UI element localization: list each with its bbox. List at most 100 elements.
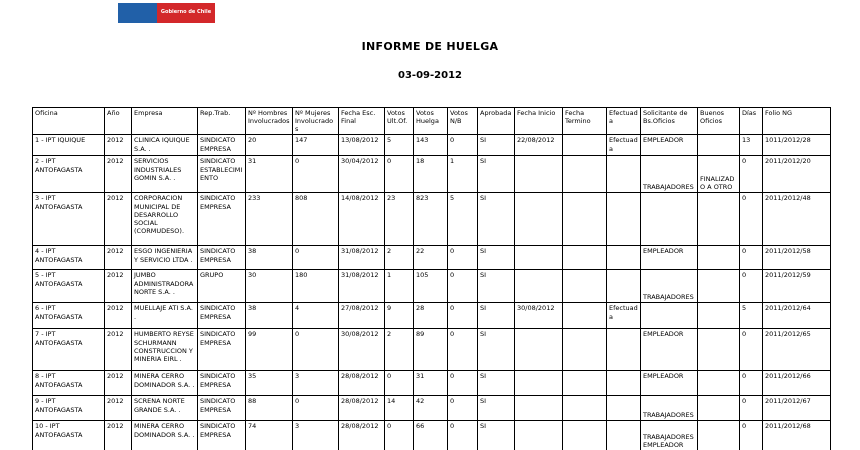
table-cell: 0 xyxy=(384,420,414,450)
table-cell: TRABAJADORES xyxy=(640,395,698,422)
table-cell xyxy=(697,192,740,247)
table-cell: 4 xyxy=(292,302,339,330)
table-cell: 2012 xyxy=(104,302,132,330)
column-header: Votos N/B xyxy=(447,106,478,136)
table-cell: 2012 xyxy=(104,134,132,157)
table-cell xyxy=(697,420,740,450)
table-cell xyxy=(562,302,607,330)
table-cell xyxy=(606,420,641,450)
column-header: Fecha Termino xyxy=(562,106,607,136)
table-cell: 2012 xyxy=(104,395,132,422)
table-cell: 3 xyxy=(292,370,339,397)
column-header: Buenos Oficios xyxy=(697,106,740,136)
table-cell: EMPLEADOR xyxy=(640,370,698,397)
table-cell xyxy=(697,269,740,304)
table-cell: SI xyxy=(477,328,515,372)
table-cell xyxy=(606,328,641,372)
table-cell: 0 xyxy=(447,328,478,372)
table-cell: SI xyxy=(477,395,515,422)
table-cell: 0 xyxy=(739,269,763,304)
column-header: Nº Hombres Involucrados xyxy=(245,106,293,136)
table-cell xyxy=(514,245,563,271)
table-cell xyxy=(697,370,740,397)
table-cell: SINDICATO EMPRESA xyxy=(197,370,246,397)
table-cell: MINERA CERRO DOMINADOR S.A. . xyxy=(131,420,198,450)
table-cell: 30/08/2012 xyxy=(338,328,385,372)
table-cell: 2 xyxy=(384,245,414,271)
column-header: Rep.Trab. xyxy=(197,106,246,136)
table-row: 10 - IPT ANTOFAGASTA 2012 MINERA CERRO DOM… xyxy=(32,420,831,450)
column-header: Nº Mujeres Involucrados xyxy=(292,106,339,136)
flag-red-block: Gobierno de Chile xyxy=(157,3,215,23)
table-cell: 13/08/2012 xyxy=(338,134,385,157)
table-cell: SINDICATO EMPRESA xyxy=(197,395,246,422)
table-cell: 14/08/2012 xyxy=(338,192,385,247)
flag-blue-block xyxy=(118,3,157,23)
table-cell: 1 xyxy=(447,155,478,194)
table-cell: 8 - IPT ANTOFAGASTA xyxy=(32,370,105,397)
table-cell: 31 xyxy=(413,370,448,397)
table-cell: 31/08/2012 xyxy=(338,245,385,271)
table-cell: 0 xyxy=(447,395,478,422)
table-cell: 147 xyxy=(292,134,339,157)
table-cell xyxy=(514,155,563,194)
table-cell: SI xyxy=(477,192,515,247)
table-cell: 3 xyxy=(292,420,339,450)
table-cell: 4 - IPT ANTOFAGASTA xyxy=(32,245,105,271)
table-cell: TRABAJADORES xyxy=(640,269,698,304)
table-cell: 18 xyxy=(413,155,448,194)
table-cell xyxy=(697,134,740,157)
table-cell: 27/08/2012 xyxy=(338,302,385,330)
table-cell: SI xyxy=(477,370,515,397)
table-cell: 88 xyxy=(245,395,293,422)
column-header: Votos Ult.Of. xyxy=(384,106,414,136)
column-header: Solicitante de Bs.Oficios xyxy=(640,106,698,136)
table-cell: 2011/2012/59 xyxy=(762,269,831,304)
table-cell: 105 xyxy=(413,269,448,304)
table-cell: 30 xyxy=(245,269,293,304)
table-cell: 2011/2012/68 xyxy=(762,420,831,450)
table-cell: CLINICA IQUIQUE S.A. . xyxy=(131,134,198,157)
table-cell xyxy=(514,395,563,422)
table-cell xyxy=(640,302,698,330)
table-cell: 823 xyxy=(413,192,448,247)
table-cell: SI xyxy=(477,302,515,330)
table-cell: 10 - IPT ANTOFAGASTA xyxy=(32,420,105,450)
table-cell: SI xyxy=(477,134,515,157)
table-cell: MUELLAJE ATI S.A. . xyxy=(131,302,198,330)
table-cell: GRUPO xyxy=(197,269,246,304)
table-row: 2 - IPT ANTOFAGASTA 2012 SERVICIOS INDUSTR… xyxy=(32,155,831,194)
table-cell: SINDICATO EMPRESA xyxy=(197,420,246,450)
table-cell: 9 - IPT ANTOFAGASTA xyxy=(32,395,105,422)
table-cell: SINDICATO ESTABLECIMIENTO xyxy=(197,155,246,194)
table-cell: 0 xyxy=(447,134,478,157)
table-cell xyxy=(562,245,607,271)
table-cell: 2012 xyxy=(104,245,132,271)
table-cell: 30/04/2012 xyxy=(338,155,385,194)
table-cell: 13 xyxy=(739,134,763,157)
table-cell xyxy=(606,370,641,397)
table-cell: 0 xyxy=(447,269,478,304)
table-cell: 5 xyxy=(384,134,414,157)
table-cell: 5 xyxy=(739,302,763,330)
table-cell xyxy=(562,269,607,304)
table-cell: 0 xyxy=(447,302,478,330)
table-row: 5 - IPT ANTOFAGASTA 2012 JUMBO ADMINISTRAD… xyxy=(32,269,831,304)
header-row: Oficina Año Empresa Rep.Trab. Nº Hombres Inv… xyxy=(32,106,831,136)
table-cell: 14 xyxy=(384,395,414,422)
column-header: Folio NG xyxy=(762,106,831,136)
table-cell: 2012 xyxy=(104,269,132,304)
table-body: 1 - IPT IQUIQUE 2012 CLINICA IQUIQUE S.A. … xyxy=(32,134,831,450)
table-cell: 0 xyxy=(739,420,763,450)
column-header: Año xyxy=(104,106,132,136)
table-cell xyxy=(514,420,563,450)
table-cell: 28/08/2012 xyxy=(338,420,385,450)
table-cell: 38 xyxy=(245,302,293,330)
report-title: INFORME DE HUELGA xyxy=(361,40,499,53)
table-cell: TRABAJADORES EMPLEADOR xyxy=(640,420,698,450)
table-cell: 89 xyxy=(413,328,448,372)
table-cell: SINDICATO EMPRESA xyxy=(197,328,246,372)
table-cell: 74 xyxy=(245,420,293,450)
table-cell: SERVICIOS INDUSTRIALES GOMIN S.A. . xyxy=(131,155,198,194)
